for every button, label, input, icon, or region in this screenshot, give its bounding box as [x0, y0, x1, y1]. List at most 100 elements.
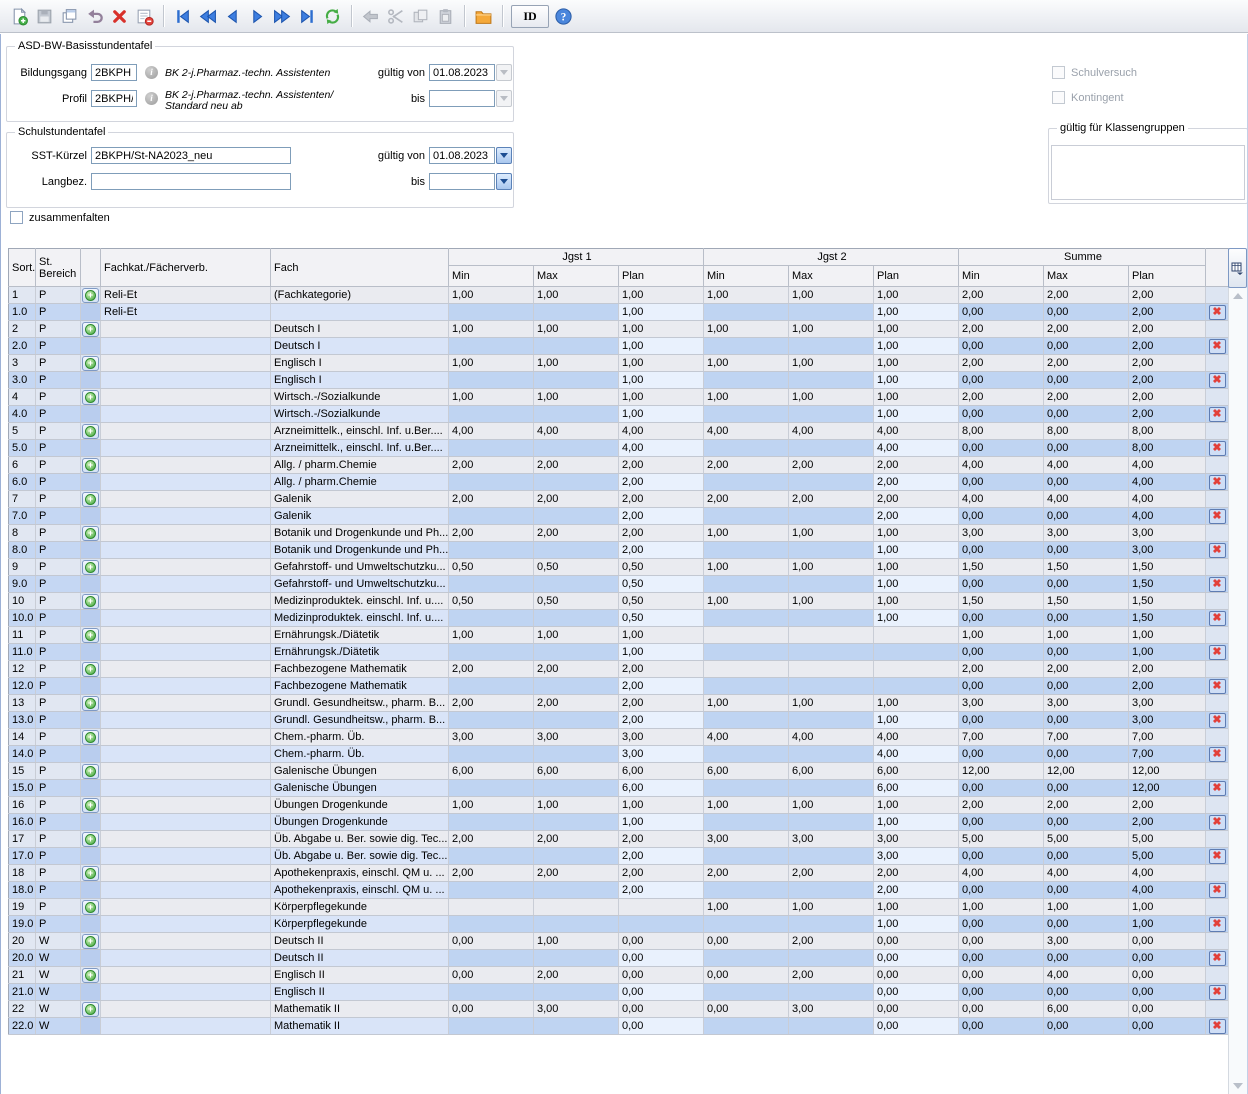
cell-summe-min[interactable]: 0,00	[959, 440, 1044, 457]
cell-sort[interactable]: 16	[9, 797, 36, 814]
cell-jgst1-max[interactable]: 6,00	[534, 763, 619, 780]
cell-jgst2-plan[interactable]	[874, 678, 959, 695]
cell-add[interactable]	[81, 1018, 101, 1035]
cell-fachkat[interactable]: Reli-Et	[101, 287, 271, 304]
cell-sort[interactable]: 18	[9, 865, 36, 882]
cell-fachkat[interactable]	[101, 950, 271, 967]
cell-summe-min[interactable]: 0,00	[959, 304, 1044, 321]
cell-add[interactable]	[81, 593, 101, 610]
cell-jgst1-max[interactable]: 2,00	[534, 865, 619, 882]
cell-jgst1-max[interactable]: 2,00	[534, 457, 619, 474]
cell-summe-plan[interactable]: 2,00	[1129, 678, 1206, 695]
cell-summe-min[interactable]: 0,00	[959, 712, 1044, 729]
cell-summe-plan[interactable]: 4,00	[1129, 491, 1206, 508]
delete-row-button[interactable]	[1209, 339, 1226, 354]
cell-jgst2-plan[interactable]: 1,00	[874, 287, 959, 304]
cell-jgst2-min[interactable]: 1,00	[704, 559, 789, 576]
schul-bis-input[interactable]	[429, 173, 495, 190]
cell-fachkat[interactable]	[101, 627, 271, 644]
cell-jgst2-min[interactable]: 1,00	[704, 389, 789, 406]
cell-jgst1-plan[interactable]: 1,00	[619, 287, 704, 304]
cell-summe-plan[interactable]: 1,00	[1129, 644, 1206, 661]
cell-jgst1-plan[interactable]: 2,00	[619, 678, 704, 695]
cell-summe-min[interactable]: 0,00	[959, 916, 1044, 933]
cell-jgst2-min[interactable]: 2,00	[704, 491, 789, 508]
cell-summe-max[interactable]: 8,00	[1044, 423, 1129, 440]
cell-jgst2-min[interactable]: 0,00	[704, 933, 789, 950]
cell-jgst1-min[interactable]	[449, 542, 534, 559]
cell-sort[interactable]: 7.0	[9, 508, 36, 525]
cell-st-bereich[interactable]: P	[36, 576, 81, 593]
cell-jgst2-max[interactable]	[789, 814, 874, 831]
cell-summe-plan[interactable]: 0,00	[1129, 967, 1206, 984]
cell-add[interactable]	[81, 780, 101, 797]
cell-jgst1-min[interactable]	[449, 814, 534, 831]
cell-sort[interactable]: 6.0	[9, 474, 36, 491]
cell-delete[interactable]	[1206, 882, 1229, 899]
cell-fachkat[interactable]	[101, 474, 271, 491]
cell-sort[interactable]: 2.0	[9, 338, 36, 355]
cell-jgst2-max[interactable]	[789, 474, 874, 491]
cell-jgst1-plan[interactable]: 2,00	[619, 882, 704, 899]
cell-sort[interactable]: 20	[9, 933, 36, 950]
cell-jgst1-max[interactable]: 2,00	[534, 525, 619, 542]
cell-summe-plan[interactable]: 2,00	[1129, 661, 1206, 678]
cell-jgst2-min[interactable]: 1,00	[704, 695, 789, 712]
cell-jgst1-max[interactable]	[534, 950, 619, 967]
cell-fachkat[interactable]: Reli-Et	[101, 304, 271, 321]
cell-jgst1-plan[interactable]: 2,00	[619, 865, 704, 882]
cell-summe-plan[interactable]: 0,00	[1129, 984, 1206, 1001]
cell-jgst1-max[interactable]: 0,50	[534, 593, 619, 610]
cell-jgst2-max[interactable]: 4,00	[789, 423, 874, 440]
cell-fachkat[interactable]	[101, 933, 271, 950]
cell-summe-max[interactable]: 0,00	[1044, 508, 1129, 525]
cell-fachkat[interactable]	[101, 644, 271, 661]
cell-jgst2-max[interactable]: 3,00	[789, 1001, 874, 1018]
cell-jgst1-plan[interactable]: 2,00	[619, 831, 704, 848]
cell-jgst2-plan[interactable]: 1,00	[874, 372, 959, 389]
delete-row-button[interactable]	[1209, 373, 1226, 388]
cell-jgst1-max[interactable]: 1,00	[534, 797, 619, 814]
delete-row-button[interactable]	[1209, 475, 1226, 490]
cell-fach[interactable]: Deutsch I	[271, 321, 449, 338]
cell-add[interactable]	[81, 967, 101, 984]
cell-jgst1-plan[interactable]: 3,00	[619, 746, 704, 763]
cell-jgst1-max[interactable]	[534, 576, 619, 593]
cell-jgst2-max[interactable]: 1,00	[789, 355, 874, 372]
cell-add[interactable]	[81, 525, 101, 542]
cell-jgst1-max[interactable]: 0,50	[534, 559, 619, 576]
cell-summe-plan[interactable]: 7,00	[1129, 746, 1206, 763]
cell-jgst1-plan[interactable]: 6,00	[619, 780, 704, 797]
cell-summe-max[interactable]: 0,00	[1044, 746, 1129, 763]
cell-sort[interactable]: 5.0	[9, 440, 36, 457]
cell-sort[interactable]: 11	[9, 627, 36, 644]
cell-jgst1-max[interactable]	[534, 474, 619, 491]
cell-jgst1-min[interactable]: 2,00	[449, 457, 534, 474]
cell-add[interactable]	[81, 627, 101, 644]
cell-jgst2-max[interactable]: 3,00	[789, 831, 874, 848]
cell-summe-min[interactable]: 4,00	[959, 865, 1044, 882]
cell-delete[interactable]	[1206, 644, 1229, 661]
cell-summe-plan[interactable]: 2,00	[1129, 797, 1206, 814]
cell-summe-plan[interactable]: 5,00	[1129, 848, 1206, 865]
delete-row-button[interactable]	[1209, 1019, 1226, 1034]
cell-jgst2-plan[interactable]	[874, 661, 959, 678]
cell-summe-plan[interactable]: 0,00	[1129, 1001, 1206, 1018]
cell-summe-max[interactable]: 0,00	[1044, 576, 1129, 593]
cell-summe-plan[interactable]: 1,00	[1129, 916, 1206, 933]
cell-summe-min[interactable]: 1,50	[959, 593, 1044, 610]
cell-jgst1-plan[interactable]	[619, 899, 704, 916]
cell-fach[interactable]: Galenische Übungen	[271, 780, 449, 797]
cell-jgst1-max[interactable]	[534, 440, 619, 457]
cell-add[interactable]	[81, 304, 101, 321]
cell-jgst2-max[interactable]	[789, 950, 874, 967]
cell-summe-max[interactable]: 2,00	[1044, 355, 1129, 372]
cell-fachkat[interactable]	[101, 967, 271, 984]
cell-sort[interactable]: 15	[9, 763, 36, 780]
profil-input[interactable]	[91, 90, 137, 107]
cell-jgst1-max[interactable]: 1,00	[534, 321, 619, 338]
cell-jgst2-plan[interactable]: 1,00	[874, 321, 959, 338]
cell-fachkat[interactable]	[101, 525, 271, 542]
cell-summe-min[interactable]: 2,00	[959, 355, 1044, 372]
delete-row-button[interactable]	[1209, 305, 1226, 320]
